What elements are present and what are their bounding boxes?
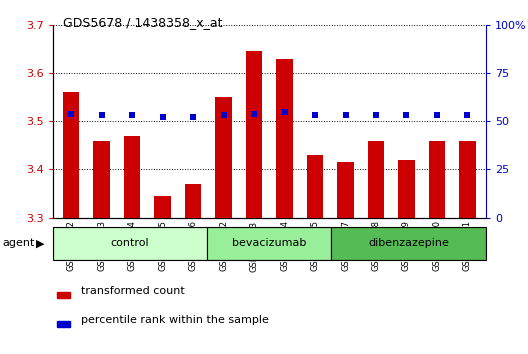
Point xyxy=(280,109,289,114)
Text: bevacizumab: bevacizumab xyxy=(232,238,306,249)
Bar xyxy=(93,141,110,218)
Text: dibenzazepine: dibenzazepine xyxy=(368,238,449,249)
Point xyxy=(97,113,106,118)
Bar xyxy=(63,92,80,218)
Bar xyxy=(367,141,384,218)
Bar xyxy=(337,162,354,218)
Bar xyxy=(331,227,486,260)
Text: GDS5678 / 1438358_x_at: GDS5678 / 1438358_x_at xyxy=(63,16,223,29)
Bar xyxy=(185,184,202,218)
Bar xyxy=(215,97,232,218)
Text: transformed count: transformed count xyxy=(81,286,185,296)
Bar xyxy=(276,58,293,218)
Point xyxy=(433,113,441,118)
Bar xyxy=(154,196,171,218)
Bar xyxy=(459,141,476,218)
Point xyxy=(341,113,350,118)
Point xyxy=(402,113,411,118)
Bar xyxy=(208,227,331,260)
Bar xyxy=(57,292,70,298)
Bar xyxy=(246,51,262,218)
Point xyxy=(67,111,76,116)
Text: ▶: ▶ xyxy=(36,238,44,249)
Point xyxy=(463,113,472,118)
Text: agent: agent xyxy=(3,238,35,249)
Text: percentile rank within the sample: percentile rank within the sample xyxy=(81,314,269,325)
Bar xyxy=(124,136,140,218)
Point xyxy=(250,111,258,116)
Point xyxy=(219,113,228,118)
Bar xyxy=(57,321,70,327)
Bar xyxy=(429,141,445,218)
Point xyxy=(158,115,167,120)
Point xyxy=(311,113,319,118)
Point xyxy=(372,113,380,118)
Point xyxy=(189,115,197,120)
Bar xyxy=(307,155,323,218)
Point xyxy=(128,113,136,118)
Bar xyxy=(53,227,208,260)
Text: control: control xyxy=(111,238,149,249)
Bar xyxy=(398,160,415,218)
